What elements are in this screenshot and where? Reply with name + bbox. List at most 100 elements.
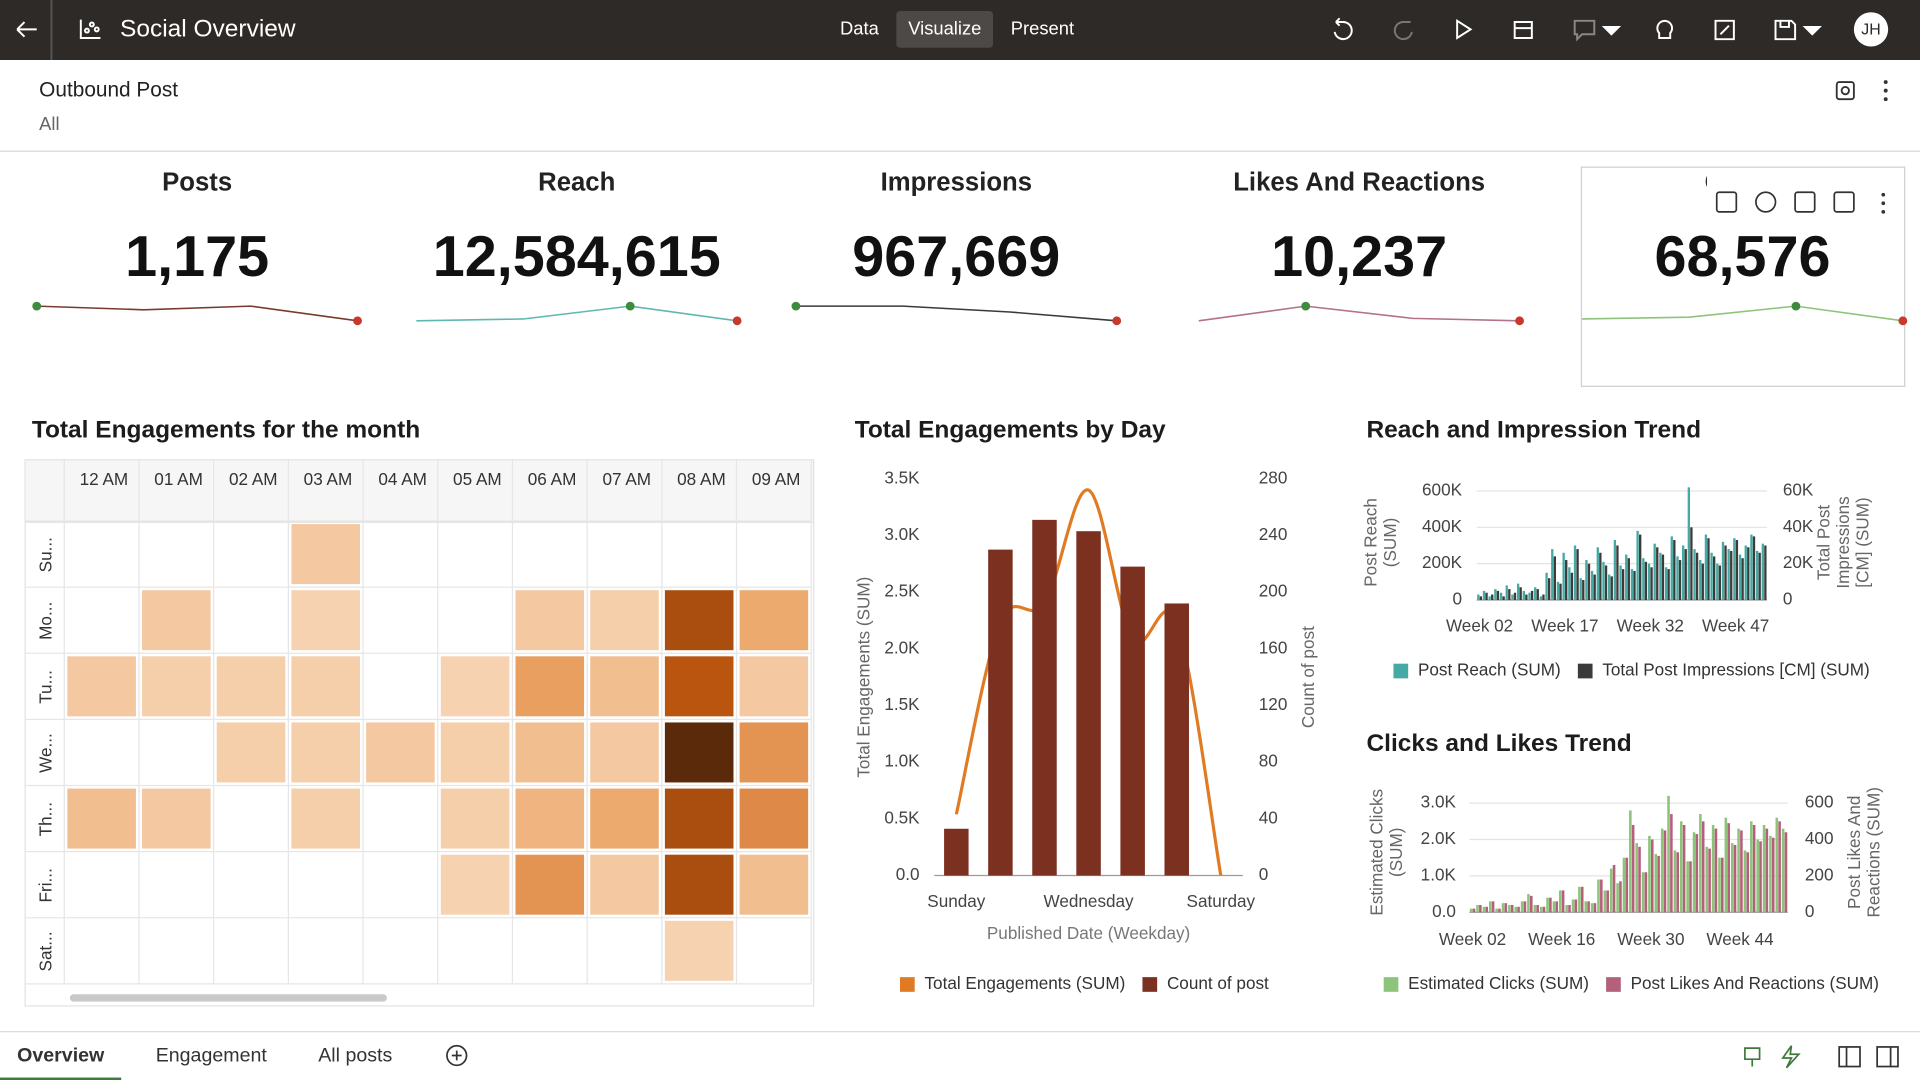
bar <box>1746 852 1750 913</box>
data-button[interactable] <box>1513 21 1533 39</box>
bar <box>1695 552 1699 600</box>
bar <box>988 549 1013 876</box>
card-tool-button[interactable] <box>1755 191 1777 213</box>
bar <box>1584 901 1588 913</box>
bar <box>1573 545 1577 600</box>
bar <box>1635 843 1638 913</box>
user-avatar[interactable]: JH <box>1853 12 1889 47</box>
menu-dot[interactable] <box>1883 88 1888 93</box>
card-menu-dot[interactable] <box>1881 192 1886 197</box>
bar <box>1032 519 1057 876</box>
bar <box>1653 543 1656 600</box>
undo-button[interactable] <box>1333 17 1353 41</box>
grid-cell <box>438 521 514 588</box>
kpi-marker <box>791 301 801 311</box>
menu-dot[interactable] <box>1883 80 1888 84</box>
add-canvas-button[interactable] <box>446 1044 468 1067</box>
bar <box>1485 592 1488 600</box>
card-menu-dot[interactable] <box>1881 210 1886 214</box>
bar <box>1695 834 1699 913</box>
bar <box>1639 534 1642 600</box>
canvas-tab[interactable]: Engagement <box>155 1045 267 1067</box>
chart-title: Total Engagements for the month <box>32 416 420 443</box>
grid-cell <box>662 918 738 985</box>
bar <box>1545 572 1548 600</box>
bar <box>1744 545 1747 600</box>
bar <box>1756 839 1759 913</box>
column-label: 12 AM <box>79 468 129 489</box>
grid-cell <box>288 653 364 720</box>
grid-cell <box>438 720 514 787</box>
bar <box>1539 906 1543 913</box>
y-tick-label: 3.5K <box>884 467 920 487</box>
back-button[interactable] <box>16 21 37 38</box>
grid-cell <box>214 653 289 720</box>
grid-cell <box>288 720 364 787</box>
bar <box>1752 536 1756 600</box>
mode-tab[interactable]: Present <box>1010 18 1075 40</box>
grid-cell <box>587 852 663 919</box>
y2-tick-label: 280 <box>1259 467 1288 487</box>
kpi-sparkline <box>416 305 738 322</box>
card-menu-dot[interactable] <box>1881 201 1886 206</box>
mode-tab[interactable]: Visualize <box>895 11 994 48</box>
dropdown[interactable] <box>1601 25 1622 36</box>
bar <box>1590 570 1594 600</box>
canvas-tab[interactable]: Overview <box>0 1032 122 1080</box>
grid-cell <box>214 720 289 787</box>
grid-cell <box>363 521 439 588</box>
auto-apply-button[interactable] <box>1781 1045 1801 1069</box>
grid-cell <box>662 587 738 654</box>
kpi-value: 10,237 <box>1271 225 1447 289</box>
legend-swatch <box>1606 977 1621 992</box>
mode-tab[interactable]: Data <box>840 18 879 40</box>
card-tool-button[interactable] <box>1833 191 1855 213</box>
insights-button[interactable] <box>1656 19 1673 39</box>
bar <box>1733 538 1736 600</box>
layout-button[interactable] <box>1838 1046 1861 1068</box>
export-button[interactable] <box>1714 19 1735 41</box>
redo-button[interactable] <box>1393 21 1413 41</box>
filter-value[interactable]: All <box>39 113 60 135</box>
bar <box>1536 589 1539 600</box>
app-icon-dot <box>93 26 100 33</box>
layout-button[interactable] <box>1876 1046 1899 1068</box>
column-label: 05 AM <box>453 468 502 489</box>
filter-settings-button[interactable] <box>1835 81 1855 101</box>
heat-cell <box>291 722 360 783</box>
scrollbar[interactable] <box>69 994 387 1002</box>
heat-cell <box>366 722 435 783</box>
heatmap-header <box>25 460 814 523</box>
bar <box>1650 567 1653 600</box>
y2-axis-label: Post Likes And Reactions (SUM) <box>1844 786 1884 918</box>
menu-dot[interactable] <box>1883 97 1888 102</box>
card-tool-button[interactable] <box>1715 191 1738 213</box>
grid-cell <box>662 460 738 522</box>
y-tick-label: 200K <box>1422 552 1463 572</box>
bar <box>1578 886 1581 913</box>
save-button[interactable] <box>1774 19 1797 41</box>
grid-cell <box>64 918 140 985</box>
bar <box>1784 832 1788 913</box>
row-label: Su... <box>35 537 56 573</box>
dropdown[interactable] <box>1802 25 1822 36</box>
card-tool-button[interactable] <box>1794 191 1816 213</box>
bar <box>1627 558 1630 600</box>
comment-button[interactable] <box>1573 19 1596 42</box>
canvas-tab[interactable]: All posts <box>318 1045 393 1067</box>
x-tick-label: Week 02 <box>1446 615 1513 635</box>
heat-cell <box>291 656 360 717</box>
bar <box>1482 906 1486 913</box>
bar <box>1522 590 1525 600</box>
bar <box>1740 830 1743 913</box>
filter-panel-button[interactable] <box>1744 1047 1761 1067</box>
grid-cell <box>363 918 439 985</box>
add-icon <box>451 1050 462 1061</box>
bar <box>1597 879 1600 913</box>
column-label: 01 AM <box>154 468 203 489</box>
grid-cell <box>139 918 215 985</box>
bar <box>1765 828 1769 913</box>
bar <box>1761 543 1764 600</box>
play-button[interactable] <box>1456 19 1473 40</box>
